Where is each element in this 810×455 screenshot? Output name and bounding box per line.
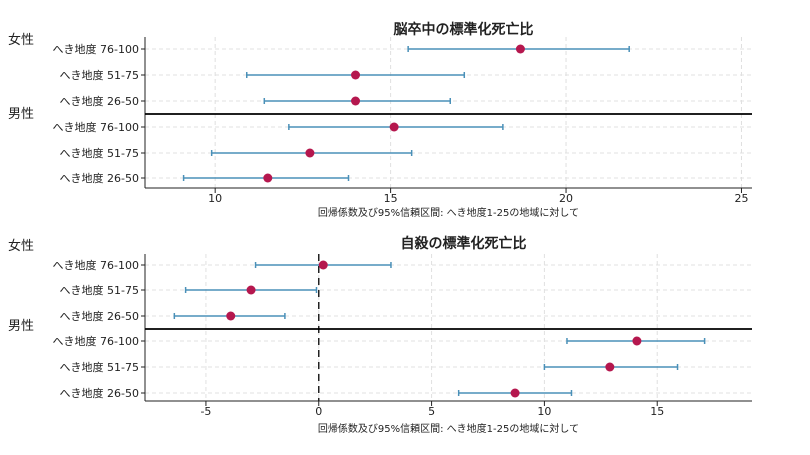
panel-1-g1-r1-label: へき地度 76-100 (53, 42, 139, 56)
panel-1-title: 脳卒中の標準化死亡比 (394, 21, 534, 38)
panel-1-g2-r1-point (389, 122, 399, 132)
panel-2-g1-r3-point (226, 311, 236, 321)
panel-2-g2-r3-label: へき地度 26-50 (60, 386, 139, 400)
panel-1-x-axis-label: 回帰係数及び95%信頼区間: へき地度1-25の地域に対して (318, 206, 579, 219)
panel-1-g2-r3-label: へき地度 26-50 (60, 171, 139, 185)
panel-2-g2-r1-label: へき地度 76-100 (53, 334, 139, 348)
panel-1-g2-r2-point (305, 148, 315, 158)
panel-2-g2-r1-point (632, 336, 642, 346)
panel-2-g2-r3-point (510, 388, 520, 398)
panel-2-g1-r3-label: へき地度 26-50 (60, 309, 139, 323)
panel-2-x-axis-label: 回帰係数及び95%信頼区間: へき地度1-25の地域に対して (318, 422, 579, 435)
panel-1-group-label-2: 男性 (8, 107, 34, 122)
panel-2-x-tick-label-0: -5 (200, 405, 211, 418)
panel-2-x-tick-label-4: 15 (650, 405, 664, 418)
panel-2-x-tick-label-3: 10 (537, 405, 551, 418)
panel-2-x-tick-label-2: 5 (428, 405, 435, 418)
panel-1-g2-r3-point (263, 173, 273, 183)
panel-2-x-tick-label-1: 0 (315, 405, 322, 418)
panel-2-g1-r1-label: へき地度 76-100 (53, 258, 139, 272)
panel-2-group-label-1: 女性 (8, 238, 34, 254)
panel-1-x-tick-label-0: 10 (208, 192, 222, 205)
panel-2-g1-r2-label: へき地度 51-75 (60, 283, 139, 297)
panel-2-title: 自殺の標準化死亡比 (401, 235, 527, 252)
panel-2-g2-r2-label: へき地度 51-75 (60, 360, 139, 374)
panel-1-g2-r2-label: へき地度 51-75 (60, 146, 139, 160)
panel-1-g1-r3-label: へき地度 26-50 (60, 94, 139, 108)
panel-1-g1-r1-point (515, 44, 525, 54)
panel-2-g1-r1-point (318, 260, 328, 270)
panel-1-group-label-1: 女性 (8, 32, 34, 48)
panel-1-x-tick-label-2: 20 (559, 192, 573, 205)
panel-2-g1-r2-point (246, 285, 256, 295)
panel-1-g1-r3-point (351, 96, 361, 106)
panel-2-group-label-2: 男性 (8, 319, 34, 334)
panel-1-x-tick-label-3: 25 (734, 192, 748, 205)
panel-2-g2-r2-point (605, 362, 615, 372)
panel-1-g1-r2-point (351, 70, 361, 80)
panel-1-g2-r1-label: へき地度 76-100 (53, 120, 139, 134)
panel-1-x-tick-label-1: 15 (384, 192, 398, 205)
panel-1-g1-r2-label: へき地度 51-75 (60, 68, 139, 82)
